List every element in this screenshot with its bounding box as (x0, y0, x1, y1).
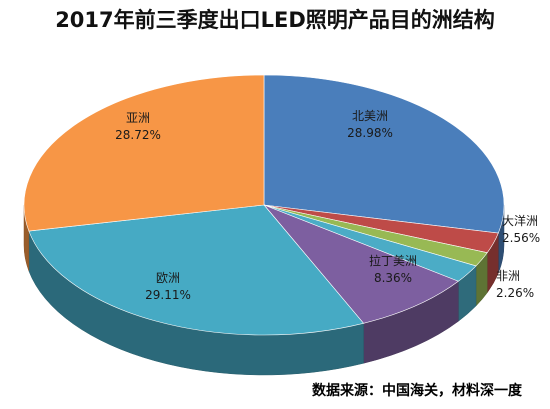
chart-title: 2017年前三季度出口LED照明产品目的洲结构 (55, 8, 495, 32)
source-note: 数据来源：中国海关，材料深一度 (312, 383, 522, 399)
slice-name-label: 非洲 (496, 269, 520, 283)
pie-slice-欧洲 (28, 204, 365, 336)
slice-name-label: 大洋洲 (502, 213, 538, 228)
pie-sides (23, 204, 505, 376)
slice-name-label: 亚洲 (126, 111, 150, 125)
slice-value-label: 28.98% (347, 126, 393, 140)
slice-name-label: 北美洲 (352, 109, 388, 123)
pie-slice-拉丁美洲 (263, 204, 459, 324)
pie-top (23, 74, 505, 336)
slice-name-label: 拉丁美洲 (369, 253, 417, 268)
slice-value-label: 2.26% (496, 286, 534, 300)
pie-slice-亚洲 (23, 74, 265, 232)
pie-labels: 北美洲 28.98% 大洋洲 2.56% 非洲 2.26% 拉丁美洲 8.36% 欧洲 29.11… (115, 109, 540, 302)
slice-value-label: 28.72% (115, 128, 161, 142)
slice-value-label: 29.11% (145, 288, 191, 302)
slice-value-label: 8.36% (374, 271, 412, 285)
pie-slice-北美洲 (263, 74, 505, 234)
slice-value-label: 2.56% (502, 231, 540, 245)
slice-name-label: 欧洲 (156, 271, 180, 285)
